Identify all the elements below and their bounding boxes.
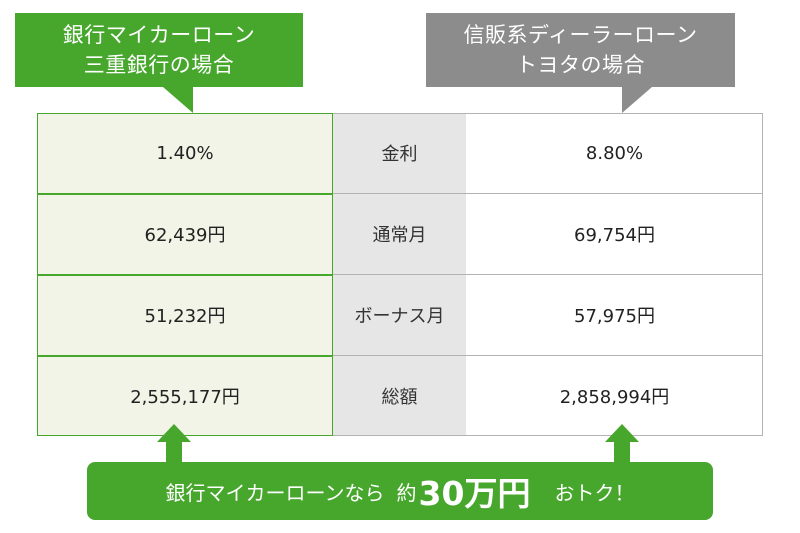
bank-loan-callout: 銀行マイカーローン 三重銀行の場合 — [15, 13, 303, 113]
banner-amount: 30万円 — [418, 474, 531, 513]
bank-loan-subtitle: 三重銀行の場合 — [83, 53, 235, 77]
dealer-monthly: 69,754円 — [574, 225, 655, 246]
bank-interest-rate: 1.40% — [156, 142, 214, 164]
bank-bonus-month: 51,232円 — [144, 306, 226, 327]
savings-banner: 銀行マイカーローンなら 約 30万円 おトク！ — [87, 462, 713, 520]
banner-about: 約 — [396, 480, 417, 505]
bank-monthly: 62,439円 — [144, 225, 226, 246]
bank-column-border — [37, 113, 333, 436]
arrow-shaft — [614, 441, 630, 465]
row-divider — [37, 274, 333, 276]
label-bonus-month: ボーナス月 — [354, 306, 445, 327]
dealer-total: 2,858,994円 — [559, 387, 670, 408]
dealer-loan-callout: 信販系ディーラーローン トヨタの場合 — [426, 13, 735, 113]
row-divider — [37, 193, 763, 194]
dealer-interest-rate: 8.80% — [585, 142, 644, 164]
arrow-up-icon — [157, 424, 191, 442]
dealer-bonus-month: 57,975円 — [574, 306, 655, 327]
arrow-shaft — [166, 441, 182, 465]
label-interest-rate: 金利 — [381, 144, 418, 165]
bank-loan-title: 銀行マイカーローン — [62, 23, 256, 47]
comparison-table: 1.40% 金利 8.80% 62,439円 通常月 69,754円 51,23… — [37, 113, 763, 436]
label-monthly: 通常月 — [372, 225, 427, 246]
dealer-loan-title: 信販系ディーラーローン — [463, 23, 698, 47]
bank-total: 2,555,177円 — [130, 387, 240, 408]
row-divider — [37, 193, 333, 195]
row-divider — [37, 355, 763, 356]
arrow-up-icon — [605, 424, 639, 442]
row-divider — [37, 274, 763, 275]
row-divider — [37, 355, 333, 357]
dealer-loan-subtitle: トヨタの場合 — [516, 53, 645, 77]
banner-prefix: 銀行マイカーローンなら — [165, 480, 385, 505]
label-total: 総額 — [381, 387, 418, 408]
banner-suffix: おトク！ — [554, 480, 635, 505]
